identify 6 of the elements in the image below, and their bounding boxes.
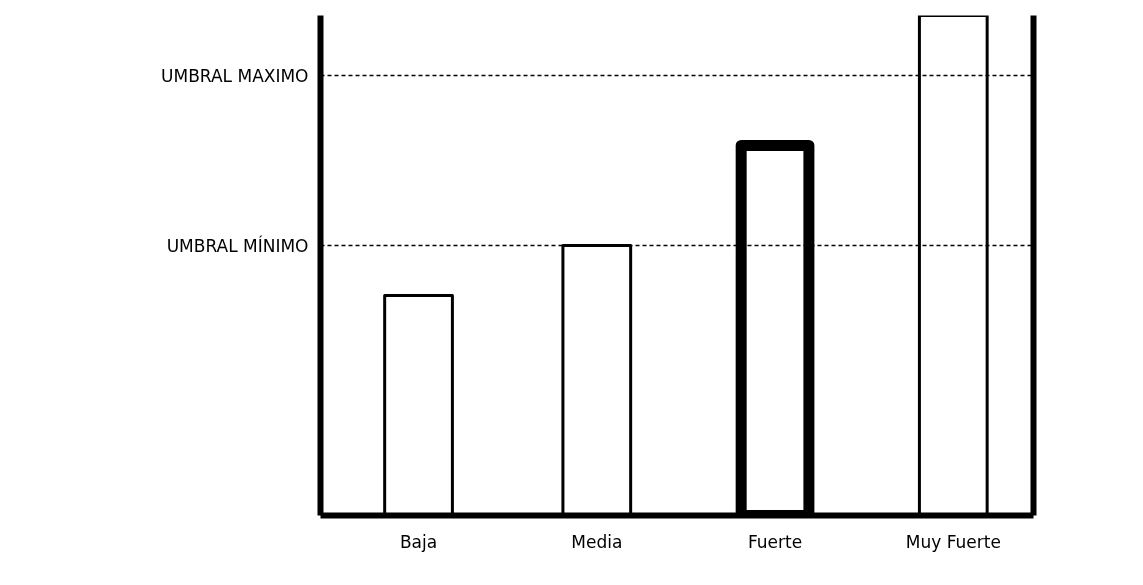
ref-line-label: UMBRAL MÍNIMO xyxy=(166,234,309,256)
ref-line-label: UMBRAL MAXIMO xyxy=(161,65,309,86)
x-tick-label: Baja xyxy=(399,531,438,552)
x-tick-label: Media xyxy=(571,531,623,552)
x-tick-label: Fuerte xyxy=(747,531,803,552)
x-tick-label: Muy Fuerte xyxy=(905,531,1001,552)
